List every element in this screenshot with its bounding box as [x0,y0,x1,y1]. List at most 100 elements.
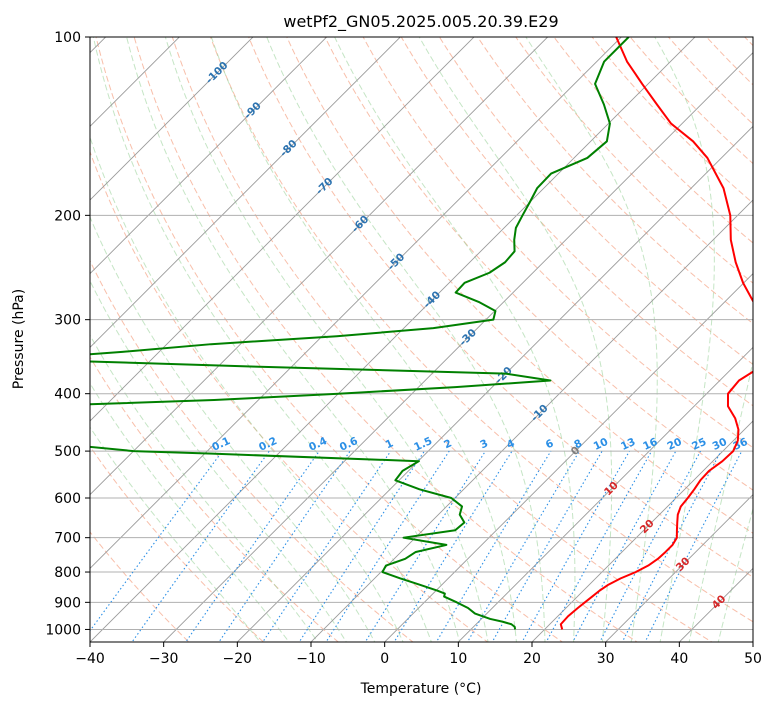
mixing-ratio-lines [90,450,743,642]
isotherm-line [752,641,753,642]
dry-adiabat-line [171,37,713,642]
isotherms [0,10,753,654]
isotherm-line [605,494,753,642]
dry-adiabat-line [90,445,265,642]
y-axis-ticks: 100 200 300 400 500 600 700 800 900 1000 [45,30,90,638]
x-axis-ticks: −40 −30 −20 −10 0 10 20 30 40 50 [75,642,762,667]
mixing-ratio-label: 30 [711,436,729,453]
dry-adiabat-line [667,37,753,125]
moist-adiabat-line [126,37,461,642]
mixing-ratio-label: 20 [665,436,683,453]
isotherm-line [90,37,401,348]
dry-adiabat-line [553,37,753,244]
mixing-ratio-line [466,450,580,642]
plot-frame [89,36,754,643]
y-tick-label: 1000 [45,622,81,638]
dry-adiabat-line [90,150,489,642]
mixing-ratio-label: 16 [641,436,659,453]
mixing-ratio-line [491,450,603,642]
chart-title: wetPf2_GN05.2025.005.20.39.E29 [283,12,558,32]
y-tick-label: 700 [54,531,81,547]
isotherm-line [90,37,328,275]
mixing-ratio-line [298,450,425,642]
dry-adiabat-line [400,37,753,407]
isotherm-line [90,37,622,569]
mixing-ratio-label: 2 [442,437,454,451]
isotherm-line [90,37,180,127]
dry-adiabat-line [515,37,753,284]
mixing-ratio-line [262,450,392,642]
y-tick-label: 900 [54,595,81,611]
isotherm-line [90,37,696,642]
y-axis-label: Pressure (hPa) [11,289,27,389]
mixing-ratio-line [131,450,270,642]
x-tick-label: −30 [149,651,179,667]
y-tick-label: 500 [54,444,81,460]
y-tick-label: 600 [54,491,81,507]
y-tick-label: 200 [54,208,81,224]
x-tick-label: −10 [296,651,326,667]
dry-adiabats [90,24,775,654]
mixing-ratio-label: 4 [505,437,517,451]
dry-adiabat-line [477,37,753,325]
moist-adiabat-line [90,426,261,642]
isotherm-line [90,37,254,201]
mixing-ratio-label: 36 [731,436,749,453]
isotherm-line [163,52,753,642]
mixing-ratio-line [90,450,223,632]
mixing-ratio-line [621,450,722,642]
moist-adiabat-line [210,37,517,642]
isotherm-line [457,346,753,642]
mixing-ratio-line [435,450,552,642]
temperature-line [559,37,753,630]
mixing-ratio-label: 13 [619,436,637,453]
plot-area: 0.1 0.2 0.4 0.6 1 1.5 2 3 4 6 8 10 13 16 20 25 30 36-100-… [0,10,775,654]
sounding-profiles [90,37,753,630]
mixing-ratio-line [521,450,630,642]
dry-adiabat-line [286,37,753,534]
mixing-ratio-label: 25 [690,436,708,453]
mixing-ratio-label: 3 [478,437,490,451]
moist-adiabat-line [90,382,290,642]
dry-adiabat-line [591,37,753,204]
x-tick-label: 50 [744,651,762,667]
mixing-ratio-label: 10 [592,436,610,453]
mixing-ratio-line [644,450,743,642]
x-tick-label: 10 [449,651,467,667]
moist-adiabat-line [90,279,347,642]
moist-adiabat-line [418,37,613,642]
isotherm-line [90,37,475,422]
x-tick-label: −20 [223,651,253,667]
x-axis-label: Temperature (°C) [360,681,482,697]
dewpoint-line [90,37,630,630]
y-tick-label: 800 [54,565,81,581]
dry-adiabat-line [438,37,753,366]
y-tick-label: 300 [54,313,81,329]
dry-adiabat-line [362,37,753,449]
y-tick-label: 100 [54,30,81,46]
dry-adiabat-line [209,37,753,623]
mixing-ratio-line [325,450,450,642]
isotherm-line [384,273,753,642]
dry-adiabat-line [770,24,775,654]
x-tick-label: −40 [75,651,105,667]
mixing-ratio-line [545,450,653,642]
isotherm-line [0,10,59,654]
isotherm-line [531,420,753,642]
dry-adiabat-line [95,37,564,642]
dry-adiabat-line [90,356,340,642]
isobars [90,214,753,630]
mixing-ratio-line [364,450,486,642]
dry-adiabat-line [324,37,753,491]
moist-adiabat-line [688,358,753,642]
mixing-ratio-line [218,450,351,642]
moist-adiabat-line [90,334,319,642]
dry-adiabat-line [90,259,414,642]
dry-adiabat-line [705,37,753,86]
x-tick-label: 0 [380,651,389,667]
isotherm-line [236,125,753,642]
moist-adiabat-line [92,37,432,642]
mixing-ratio-label: 1 [384,437,396,451]
